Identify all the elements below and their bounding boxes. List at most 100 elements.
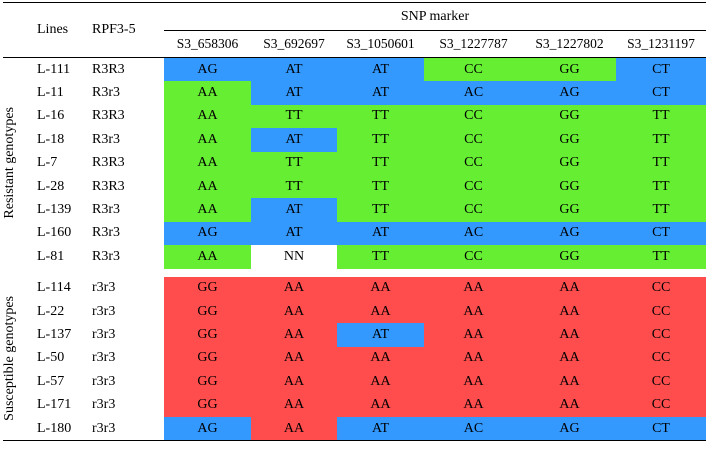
snp-call-cell: CC	[616, 370, 707, 394]
snp-call-cell: NN	[251, 245, 337, 269]
genotype-row: L-18 R3r3 AA AT TT CC GG TT	[3, 128, 707, 152]
line-id: L-57	[37, 373, 65, 389]
genotype-row: L-50 r3r3 GG AA AA AA AA CC	[3, 346, 707, 371]
snp-call-cell: TT	[337, 151, 424, 175]
snp-call-cell: CC	[424, 57, 523, 82]
genotype-row: L-171 r3r3 GG AA AA AA AA CC	[3, 393, 707, 417]
line-id: L-137	[37, 326, 72, 342]
rpf-genotype: r3r3	[86, 416, 164, 442]
snp-call-cell: CT	[616, 57, 707, 82]
snp-call-cell: GG	[523, 57, 616, 82]
snp-call-cell: CT	[616, 416, 707, 442]
snp-call-cell: TT	[337, 104, 424, 129]
genotype-row: L-81 R3r3 AA NN TT CC GG TT	[3, 245, 707, 269]
line-id: L-180	[31, 416, 86, 442]
snp-call-cell: AA	[164, 151, 251, 175]
rpf-genotype: R3R3	[92, 61, 125, 77]
snp-call-cell: GG	[523, 245, 616, 269]
snp-call-cell: CC	[424, 151, 523, 175]
snp-call-cell: CC	[616, 299, 707, 324]
line-id: L-50	[37, 350, 65, 366]
rpf-genotype: R3r3	[92, 85, 120, 101]
snp-call-cell: GG	[164, 299, 251, 324]
snp-call-cell: CT	[616, 221, 707, 246]
snp-call-cell: CC	[424, 104, 523, 129]
snp-call-cell: AT	[337, 323, 424, 347]
marker-header: S3_1227787	[424, 30, 523, 58]
genotype-row: L-180 r3r3 AG AA AT AC AG CT	[3, 416, 707, 442]
rpf-genotype: r3r3	[92, 280, 116, 296]
marker-header: S3_1227802	[523, 30, 616, 58]
spacer-cell	[86, 269, 164, 277]
spacer-cell	[616, 269, 706, 277]
snp-genotype-table: Lines RPF3-5 SNP marker S3_658306 S3_6926…	[2, 2, 707, 442]
snp-call-cell: AA	[337, 346, 424, 371]
snp-call-cell: AA	[424, 370, 523, 394]
snp-call-cell: AA	[424, 299, 523, 324]
snp-call-cell: AA	[251, 276, 337, 300]
genotype-row: Susceptible genotypes L-114 r3r3 GG AA AA AA AA…	[2, 276, 707, 442]
snp-call-cell: GG	[523, 151, 616, 175]
snp-call-cell: AA	[251, 346, 337, 371]
snp-call-cell: GG	[164, 276, 251, 300]
snp-call-cell: TT	[337, 128, 424, 152]
snp-call-cell: AT	[251, 57, 337, 82]
rpf-genotype: R3r3	[92, 225, 120, 241]
snp-call-cell: AA	[251, 299, 337, 324]
snp-call-cell: AA	[251, 393, 337, 417]
line-id: L-11	[37, 85, 64, 101]
snp-call-cell: AA	[523, 393, 616, 417]
rpf-genotype: r3r3	[92, 373, 116, 389]
snp-call-cell: AC	[424, 221, 523, 246]
spacer-cell	[31, 269, 86, 277]
snp-call-cell: TT	[251, 174, 337, 199]
spacer-cell	[523, 269, 616, 277]
snp-call-cell: CC	[424, 198, 523, 222]
line-id: L-139	[37, 202, 72, 218]
rpf-genotype: R3r3	[92, 202, 120, 218]
snp-call-cell: CC	[616, 276, 707, 300]
marker-header-row: S3_658306 S3_692697 S3_1050601 S3_1227787 S3…	[3, 30, 707, 58]
snp-call-cell: AG	[164, 57, 251, 82]
genotype-row: L-16 R3R3 AA TT TT CC GG TT	[3, 104, 707, 129]
rpf-genotype: r3r3	[92, 326, 116, 342]
snp-marker-header: SNP marker	[164, 2, 707, 31]
snp-call-cell: AT	[337, 221, 424, 246]
snp-call-cell: AG	[523, 416, 616, 442]
snp-call-cell: AA	[523, 299, 616, 324]
line-id: L-111	[37, 61, 71, 77]
group-header-blank	[3, 2, 31, 58]
snp-call-cell: AA	[523, 346, 616, 371]
genotype-row: L-57 r3r3 GG AA AA AA AA CC	[3, 370, 707, 394]
rpf-genotype: r3r3	[92, 397, 116, 413]
snp-call-cell: AA	[523, 323, 616, 347]
snp-call-cell: AA	[251, 416, 337, 442]
snp-call-cell: TT	[337, 174, 424, 199]
marker-header: S3_658306	[164, 30, 251, 58]
snp-call-cell: GG	[164, 370, 251, 394]
snp-call-cell: AA	[164, 128, 251, 152]
genotype-row: Resistant genotypes L-111 R3R3 AG AT AT CC GG CT	[2, 57, 707, 219]
snp-call-cell: AT	[251, 81, 337, 105]
snp-call-cell: AA	[337, 393, 424, 417]
snp-call-cell: TT	[616, 198, 707, 222]
group-spacer	[3, 269, 706, 277]
snp-call-cell: AA	[164, 174, 251, 199]
snp-call-cell: GG	[523, 104, 616, 129]
spacer-cell	[337, 269, 424, 277]
marker-header: S3_1231197	[616, 30, 707, 58]
snp-call-cell: AT	[251, 128, 337, 152]
spacer-cell	[251, 269, 337, 277]
genotype-row: L-137 r3r3 GG AA AT AA AA CC	[3, 323, 707, 347]
line-id: L-28	[37, 178, 65, 194]
snp-call-cell: TT	[616, 245, 707, 269]
snp-call-cell: AG	[164, 221, 251, 246]
snp-call-cell: AA	[523, 370, 616, 394]
snp-call-cell: TT	[616, 128, 707, 152]
genotype-row: L-160 R3r3 AG AT AT AC AG CT	[3, 221, 707, 246]
genotype-row: L-22 r3r3 GG AA AA AA AA CC	[3, 299, 707, 324]
snp-call-cell: AA	[251, 370, 337, 394]
snp-call-cell: TT	[337, 198, 424, 222]
snp-call-cell: GG	[523, 174, 616, 199]
snp-call-cell: TT	[337, 245, 424, 269]
